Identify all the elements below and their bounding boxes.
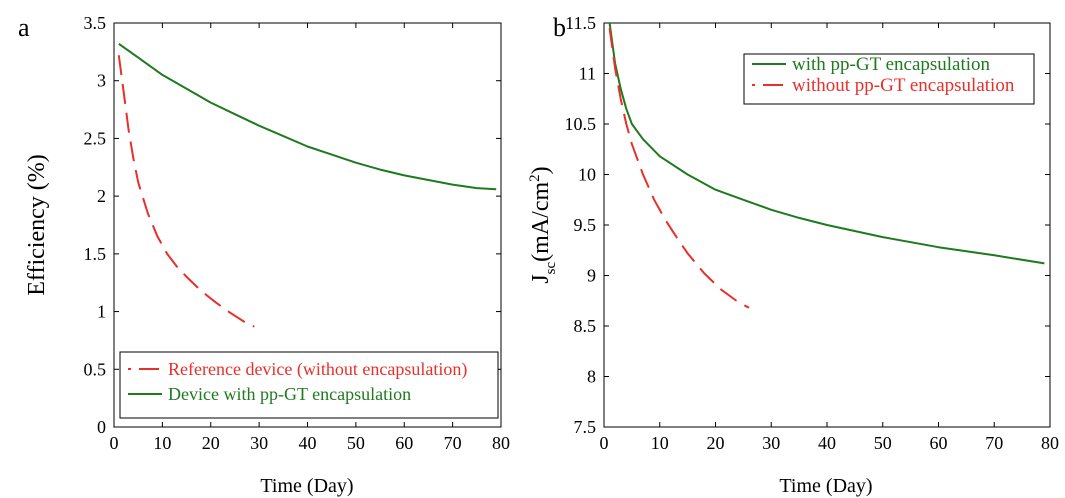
- x-tick-label: 50: [874, 433, 892, 453]
- y-tick-label: 1: [97, 302, 106, 322]
- y-tick-label: 2: [97, 186, 106, 206]
- y-tick-label: 8.5: [574, 316, 597, 336]
- y-tick-label: 2.5: [84, 128, 107, 148]
- series-line: [118, 42, 497, 191]
- x-tick-label: 70: [444, 433, 462, 453]
- x-tick-label: 0: [110, 433, 119, 453]
- x-tick-label: 40: [818, 433, 836, 453]
- y-axis-label: Efficiency (%): [24, 154, 50, 295]
- y-tick-label: 8: [587, 367, 596, 387]
- y-tick-label: 10: [578, 165, 596, 185]
- x-tick-label: 10: [153, 433, 171, 453]
- x-tick-label: 80: [1041, 433, 1059, 453]
- y-tick-label: 9.5: [574, 215, 597, 235]
- x-tick-label: 60: [930, 433, 948, 453]
- series-line: [608, 22, 1045, 265]
- x-tick-label: 0: [600, 433, 609, 453]
- y-tick-label: 9: [587, 266, 596, 286]
- legend-label: Device with pp-GT encapsulation: [168, 384, 411, 404]
- legend-label: without pp-GT encapsulation: [792, 75, 1015, 96]
- x-tick-label: 60: [395, 433, 413, 453]
- x-tick-label: 20: [707, 433, 725, 453]
- legend-box: [119, 351, 499, 419]
- x-tick-label: 70: [985, 433, 1003, 453]
- x-tick-label: 80: [492, 433, 510, 453]
- x-tick-label: 50: [347, 433, 365, 453]
- series-line: [117, 55, 255, 328]
- legend-label: Reference device (without encapsulation): [168, 359, 467, 380]
- y-tick-label: 0: [97, 417, 106, 437]
- chart-panel-b: 0 10 20 30 40 50 60 70 80 7.5 8 8.5 9 9.5 10 10.5 11 11.5…: [527, 13, 1059, 497]
- x-tick-label: 40: [299, 433, 317, 453]
- legend-box: [743, 53, 1035, 105]
- y-tick-label: 1.5: [84, 244, 107, 264]
- x-tick-label: 30: [250, 433, 268, 453]
- y-tick-label: 0.5: [84, 359, 107, 379]
- x-axis-label: Time (Day): [779, 475, 872, 497]
- chart-panel-a: 0 10 20 30 40 50 60 70 80 0 0.5 1 1.5 2 2.5 3 3.5 a Time (…: [18, 13, 510, 497]
- series-line: [608, 27, 750, 309]
- y-tick-label: 11.5: [565, 13, 596, 33]
- y-tick-label: 7.5: [574, 417, 597, 437]
- x-axis-label: Time (Day): [260, 475, 353, 497]
- x-tick-label: 30: [762, 433, 780, 453]
- y-tick-label: 11: [579, 64, 596, 84]
- y-axis-label: Jsc(mA/cm2): [527, 166, 559, 283]
- panel-label: b: [553, 13, 566, 42]
- y-tick-label: 10.5: [565, 114, 597, 134]
- y-tick-label: 3: [97, 71, 106, 91]
- x-tick-label: 20: [202, 433, 220, 453]
- panel-label: a: [18, 13, 30, 42]
- legend-label: with pp-GT encapsulation: [792, 54, 991, 75]
- y-tick-label: 3.5: [84, 13, 107, 33]
- x-tick-label: 10: [651, 433, 669, 453]
